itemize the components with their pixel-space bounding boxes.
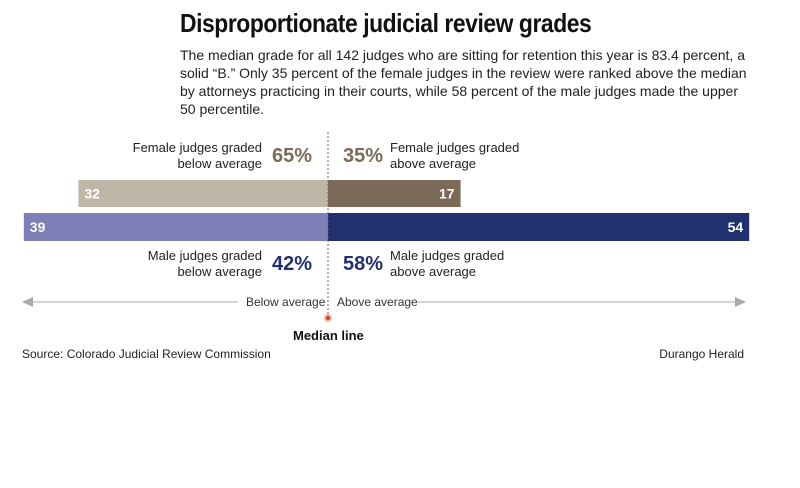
male-above-pct: 58% [343,253,384,275]
female-above-pct: 35% [343,145,384,167]
female-below-value: 32 [84,186,100,202]
below-average-axis-label: Below average [246,295,326,309]
male-below-bar [23,213,329,241]
chart-subtitle: The median grade for all 142 judges who … [180,47,747,117]
median-marker [324,314,332,322]
credit-note: Durango Herald [659,347,744,361]
female-above-label: Female judges graded above average [390,140,520,171]
male-below-label: Male judges graded below average [147,248,262,279]
below-axis-arrow [22,297,33,307]
female-above-bar [328,180,461,207]
chart-title: Disproportionate judicial review grades [180,8,592,38]
female-above-value: 17 [439,186,455,202]
above-average-axis-label: Above average [337,295,418,309]
female-below-pct: 65% [272,145,313,167]
female-below-bar [78,180,329,207]
source-note: Source: Colorado Judicial Review Commiss… [22,347,271,361]
male-below-value: 39 [30,219,46,235]
female-below-label: Female judges graded below average [132,140,262,171]
male-below-pct: 42% [272,253,313,275]
male-above-label: Male judges graded above average [390,248,505,279]
above-axis-arrow [735,297,746,307]
male-above-bar [328,213,750,241]
median-line-label: Median line [293,328,364,343]
male-above-value: 54 [728,219,744,235]
